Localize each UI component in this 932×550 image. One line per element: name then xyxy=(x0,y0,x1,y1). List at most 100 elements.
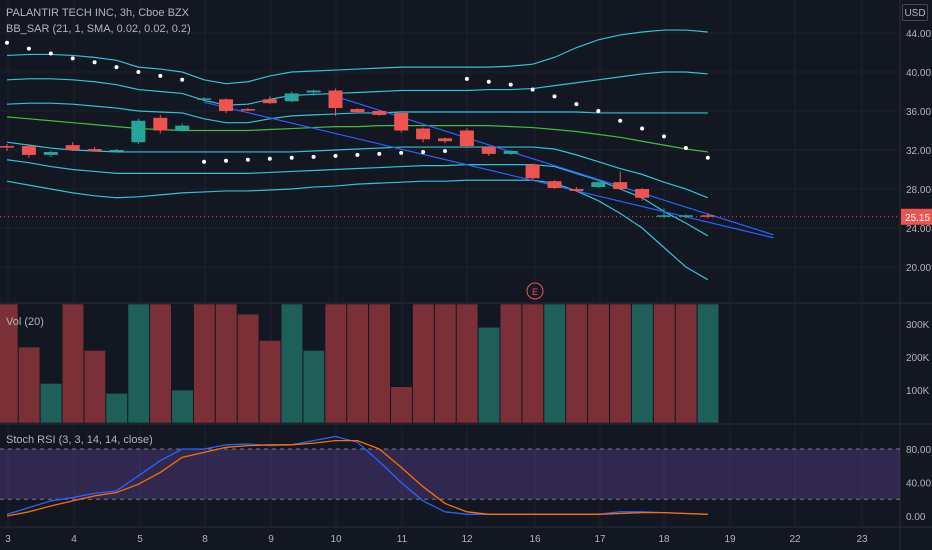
volume-bar xyxy=(631,303,654,424)
volume-bar xyxy=(653,303,676,424)
volume-bar xyxy=(280,303,304,424)
volume-bar xyxy=(499,303,523,424)
trendline xyxy=(335,95,774,236)
currency-button[interactable]: USD xyxy=(902,4,928,21)
stoch-rsi-band xyxy=(0,449,900,500)
bollinger-band-lower-inner xyxy=(6,159,709,237)
volume-bar xyxy=(434,303,457,424)
candle-body xyxy=(700,215,715,217)
volume-label[interactable]: Vol (20) xyxy=(6,316,44,328)
candle-body xyxy=(65,145,80,150)
sar-dot xyxy=(596,109,601,113)
candle-body xyxy=(131,120,146,143)
x-tick-label: 19 xyxy=(724,534,736,545)
volume-bar xyxy=(609,303,632,424)
candle-body xyxy=(240,109,255,111)
volume-bar xyxy=(696,303,720,424)
sar-dot xyxy=(92,60,97,65)
volume-bar xyxy=(565,303,588,424)
stoch-rsi-tick-label: 0.00 xyxy=(906,512,926,523)
volume-tick-label: 300K xyxy=(906,320,930,331)
volume-bar xyxy=(237,313,260,424)
stoch-rsi-label[interactable]: Stoch RSI (3, 3, 14, 14, close) xyxy=(6,434,153,446)
candle-body xyxy=(153,117,168,131)
volume-bar xyxy=(456,303,479,424)
volume-bar xyxy=(543,303,566,424)
sar-dot xyxy=(289,155,294,160)
candle-body xyxy=(394,112,409,131)
volume-bar xyxy=(0,303,19,424)
bollinger-basis-line xyxy=(6,116,708,153)
volume-tick-label: 100K xyxy=(906,386,930,397)
volume-bar xyxy=(390,386,413,424)
sar-dot xyxy=(333,153,338,158)
candle-body xyxy=(306,90,321,93)
volume-bar xyxy=(521,303,544,424)
sar-dot xyxy=(114,65,119,70)
bollinger-band-lower xyxy=(6,141,709,199)
candle-body xyxy=(87,149,102,151)
candle-body xyxy=(635,189,650,198)
price-tick-label: 20.00 xyxy=(906,263,931,274)
volume-bar xyxy=(83,350,106,424)
candle-body xyxy=(613,182,628,189)
candle-body xyxy=(175,125,190,131)
volume-bar xyxy=(324,303,347,424)
volume-tick-label: 200K xyxy=(906,353,930,364)
sar-dot xyxy=(245,157,250,162)
candle-body xyxy=(569,189,584,191)
sar-dot xyxy=(48,51,53,56)
volume-bar xyxy=(18,346,41,424)
candle-body xyxy=(591,182,606,188)
candle-body xyxy=(197,98,212,100)
volume-bar xyxy=(302,350,325,424)
price-tick-label: 24.00 xyxy=(906,224,931,235)
volume-bar xyxy=(193,303,216,424)
sar-dot xyxy=(530,87,535,92)
volume-bar xyxy=(149,303,172,424)
sar-dot xyxy=(202,159,207,164)
sar-dot xyxy=(662,134,666,139)
indicator-legend[interactable]: BB_SAR (21, 1, SMA, 0.02, 0.02, 0.2) xyxy=(6,23,191,35)
volume-bar xyxy=(171,389,194,424)
sar-dot xyxy=(5,40,9,45)
candle-body xyxy=(416,128,431,140)
sar-dot xyxy=(552,94,557,99)
stoch-rsi-tick-label: 80.00 xyxy=(906,445,931,456)
sar-dot xyxy=(640,126,645,131)
sar-dot xyxy=(443,148,447,153)
candle-body xyxy=(284,93,299,102)
sar-dot xyxy=(26,46,31,51)
sar-dot xyxy=(158,73,163,78)
last-price-label: 25.15 xyxy=(905,213,930,224)
sar-dot xyxy=(267,156,272,161)
price-tick-label: 40.00 xyxy=(906,68,931,79)
sar-dot xyxy=(311,154,316,159)
volume-bar xyxy=(368,303,391,424)
candle-body xyxy=(262,99,277,104)
candle-body xyxy=(657,215,671,217)
volume-bar xyxy=(412,303,435,424)
candle-body xyxy=(21,146,36,155)
candle-body xyxy=(0,146,14,148)
candle-body xyxy=(328,90,343,109)
volume-bar xyxy=(346,303,369,424)
bollinger-band-lower-outer xyxy=(6,179,709,281)
x-tick-label: 10 xyxy=(330,534,342,545)
x-tick-label: 12 xyxy=(461,534,473,545)
sar-dot xyxy=(355,152,360,157)
sar-dot xyxy=(136,70,141,74)
sar-dot xyxy=(574,102,579,107)
x-tick-label: 18 xyxy=(658,534,670,545)
volume-bar xyxy=(675,303,698,424)
candle-body xyxy=(43,151,58,155)
candle-body xyxy=(503,150,518,154)
candle-body xyxy=(525,164,540,179)
symbol-title[interactable]: PALANTIR TECH INC, 3h, Cboe BZX xyxy=(6,7,189,19)
stoch-rsi-d-line xyxy=(6,439,708,517)
x-tick-label: 9 xyxy=(268,534,274,545)
candle-body xyxy=(438,138,452,142)
candle-body xyxy=(350,109,365,112)
volume-bar xyxy=(215,303,238,424)
